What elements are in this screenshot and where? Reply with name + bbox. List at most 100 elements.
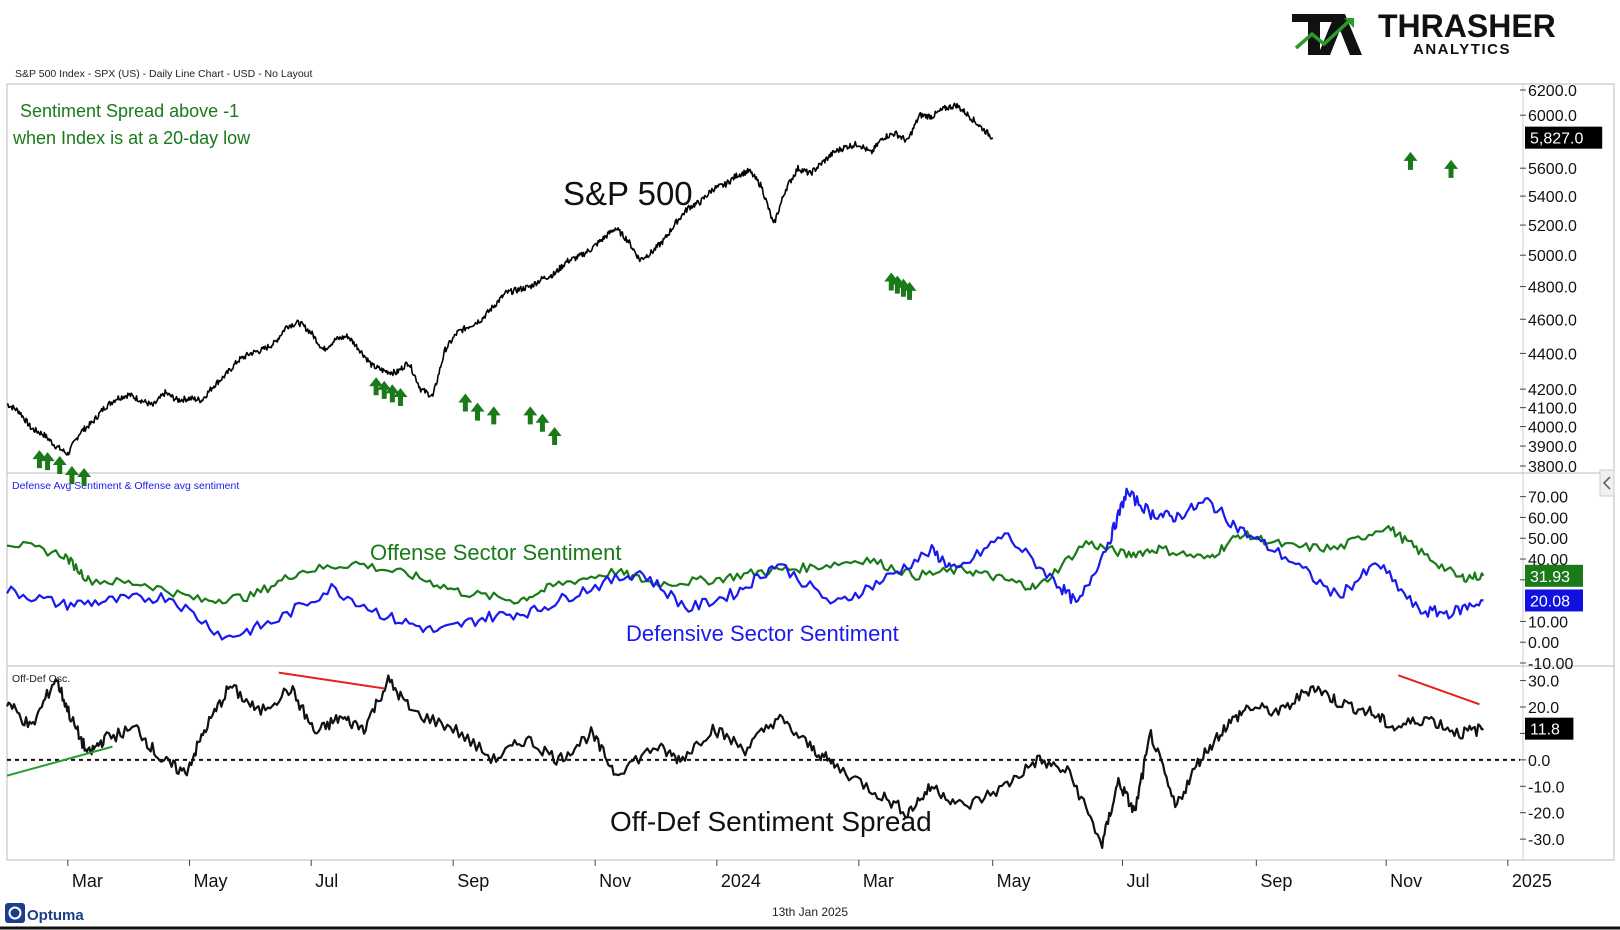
signal-arrow-icon [486,406,501,425]
price-panel-title: S&P 500 [563,175,693,212]
signal-arrow-icon [32,450,47,469]
price-tick-label: 5600.0 [1528,161,1577,178]
trendline [278,671,385,690]
signal-arrow-icon [52,456,67,475]
price-tick-label: 3800.0 [1528,459,1577,476]
panel-collapse-handle[interactable] [1599,469,1615,497]
spread-tick-label: 0.0 [1528,753,1550,770]
signal-arrow-icon [77,467,92,486]
x-tick-label: May [194,871,228,891]
price-tick-label: 6000.0 [1528,108,1577,125]
price-tick-label: 5200.0 [1528,218,1577,235]
x-tick-label: Jul [1126,871,1149,891]
x-tick-label: 2025 [1512,871,1552,891]
defense-series-label: Defensive Sector Sentiment [626,621,899,646]
defense-last-value-bg [1525,589,1583,612]
price-tick-label: 5400.0 [1528,189,1577,206]
signal-arrow-icon [470,402,485,421]
price-tick-label: 4400.0 [1528,346,1577,363]
annotation-line-2: when Index is at a 20-day low [12,128,251,148]
trendline [6,745,113,777]
signal-arrow-icon [377,380,392,399]
defense-last-value: 20.08 [1530,593,1570,610]
sentiment-tick-label: 70.00 [1528,490,1568,507]
price-tick-label: 3900.0 [1528,439,1577,456]
spread-axis: 30.020.010.00.0-10.0-20.0-30.0 [1520,674,1565,849]
signal-arrow-icon [547,426,562,445]
spread-last-value-bg [1525,717,1574,740]
signal-arrow-icon [393,388,408,407]
spread-series-label: Off-Def Sentiment Spread [610,806,932,837]
x-tick-label: Sep [1260,871,1292,891]
offense-series-label: Offense Sector Sentiment [370,540,622,565]
x-tick-label: Sep [457,871,489,891]
sentiment-tick-label: 10.00 [1528,614,1568,631]
offense-last-value-bg [1525,564,1583,587]
defense-line [6,487,1484,641]
signal-arrow-icon [369,377,384,396]
signal-arrow-icon [40,452,55,471]
chart-info-label: S&P 500 Index - SPX (US) - Daily Line Ch… [15,68,313,80]
spread-tick-label: -10.0 [1528,779,1565,796]
optuma-logo-icon [5,903,25,923]
price-tick-label: 5000.0 [1528,248,1577,265]
spread-tick-label: 30.0 [1528,674,1559,691]
offense-last-value: 31.93 [1530,569,1570,586]
offense-line [6,525,1485,605]
spread-line [6,674,1484,849]
sentiment-tick-label: 0.00 [1528,635,1559,652]
price-tick-label: 4800.0 [1528,280,1577,297]
spread-last-value: 11.8 [1530,722,1560,739]
x-tick-label: Jul [315,871,338,891]
spread-panel-title: Off-Def Osc. [12,673,70,685]
x-tick-label: Mar [863,871,894,891]
price-tick-label: 4100.0 [1528,401,1577,418]
price-last-value: 5,827.0 [1530,131,1583,148]
sentiment-tick-label: 40.00 [1528,552,1568,569]
sentiment-panel-title: Defense Avg Sentiment & Offense avg sent… [12,480,239,492]
signal-arrow-icon [902,281,917,300]
signal-arrow-icon [64,465,79,484]
sentiment-tick-label: -10.00 [1528,656,1573,673]
x-tick-label: Mar [72,871,103,891]
signal-arrow-icon [884,272,899,291]
x-axis: Mar May Jul Sep Nov 2024 Mar May Jul Sep Nov 2025 [67,860,1552,891]
signal-arrow-icon [896,278,911,297]
price-tick-label: 4200.0 [1528,382,1577,399]
x-tick-label: 2024 [721,871,761,891]
ta-logo-mark-icon [1292,14,1362,55]
optuma-wordmark: Optuma [27,907,84,924]
price-last-value-bg [1525,126,1603,149]
signal-layer [32,151,1459,486]
price-line [6,102,994,456]
series-layer [6,102,1520,849]
signal-arrow-icon [458,393,473,412]
sentiment-tick-label: 60.00 [1528,510,1568,527]
x-tick-label: Nov [599,871,631,891]
x-tick-label: Nov [1390,871,1422,891]
price-tick-label: 4000.0 [1528,420,1577,437]
signal-arrow-icon [890,275,905,294]
price-tick-label: 6200.0 [1528,83,1577,100]
signal-arrow-icon [523,406,538,425]
sentiment-tick-label: 50.00 [1528,531,1568,548]
price-tick-label: 4600.0 [1528,312,1577,329]
annotation-line-1: Sentiment Spread above -1 [20,101,239,121]
spread-tick-label: -20.0 [1528,806,1565,823]
badge-layer: 5,827.0 31.93 20.08 11.8 [1525,126,1603,740]
signal-arrow-icon [1403,151,1418,170]
price-axis: 6200.0 6000.0 5600.0 5400.0 5200.0 5000.0 4800… [1520,83,1577,476]
signal-arrow-icon [535,413,550,432]
spread-tick-label: -30.0 [1528,832,1565,849]
thrasher-logo: THRASHER ANALYTICS [1292,8,1556,58]
logo-subtitle: ANALYTICS [1413,41,1511,58]
footer-date: 13th Jan 2025 [772,905,848,919]
signal-arrow-icon [385,384,400,403]
x-tick-label: May [997,871,1031,891]
trendline [1397,674,1480,706]
spread-tick-label: 20.0 [1528,700,1559,717]
optuma-logo: Optuma [5,903,84,924]
chevron-left-icon [1602,476,1611,490]
